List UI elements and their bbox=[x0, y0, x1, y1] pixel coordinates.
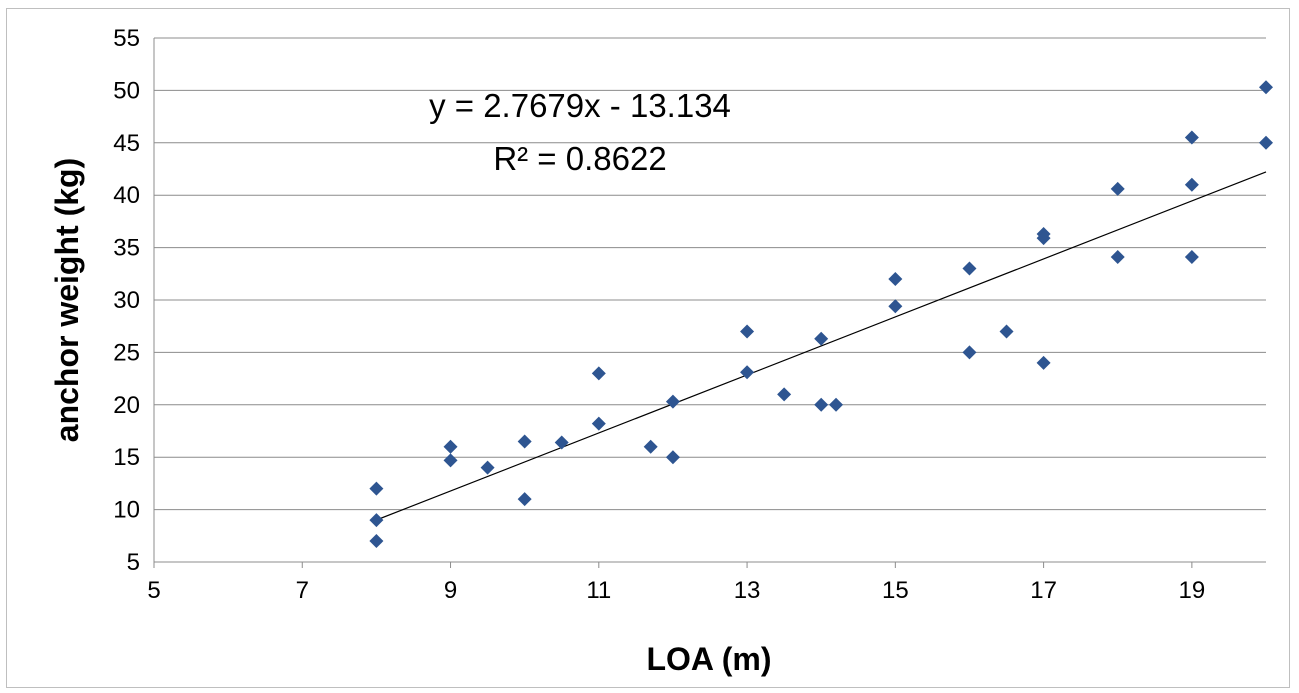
y-tick-label: 25 bbox=[113, 339, 140, 366]
data-point bbox=[740, 365, 755, 380]
data-point bbox=[443, 453, 458, 468]
x-tick-label: 7 bbox=[296, 577, 309, 604]
y-tick-label: 35 bbox=[113, 235, 140, 262]
data-point bbox=[1184, 250, 1199, 265]
data-point bbox=[829, 397, 844, 412]
y-tick-label: 50 bbox=[113, 77, 140, 104]
data-point bbox=[888, 299, 903, 314]
data-point bbox=[1259, 80, 1273, 95]
data-point bbox=[591, 416, 606, 431]
data-point bbox=[665, 450, 680, 465]
y-tick-label: 30 bbox=[113, 287, 140, 314]
trendline bbox=[376, 171, 1267, 521]
x-tick-label: 9 bbox=[444, 577, 457, 604]
trendline-group bbox=[376, 171, 1267, 521]
data-point bbox=[1036, 355, 1051, 370]
y-tick-label: 40 bbox=[113, 182, 140, 209]
data-point bbox=[665, 394, 680, 409]
y-tick-label: 20 bbox=[113, 392, 140, 419]
y-tick-label: 15 bbox=[113, 444, 140, 471]
data-point bbox=[1110, 250, 1125, 265]
data-point bbox=[369, 481, 384, 496]
x-tick-label: 11 bbox=[586, 577, 611, 604]
data-point bbox=[369, 534, 384, 549]
data-point bbox=[1259, 135, 1273, 150]
y-tick-label: 55 bbox=[113, 25, 140, 52]
trendline-equation: y = 2.7679x - 13.134 bbox=[429, 87, 731, 124]
data-point bbox=[591, 366, 606, 381]
data-points bbox=[369, 80, 1273, 549]
axes bbox=[153, 38, 1266, 568]
x-tick-label: 5 bbox=[147, 577, 160, 604]
y-axis-title: anchor weight (kg) bbox=[49, 158, 85, 442]
data-point bbox=[1036, 231, 1051, 246]
data-point bbox=[962, 345, 977, 360]
data-point bbox=[554, 435, 569, 450]
x-axis-title: LOA (m) bbox=[646, 641, 771, 677]
data-point bbox=[962, 261, 977, 276]
x-tick-label: 13 bbox=[734, 577, 761, 604]
data-point bbox=[369, 513, 384, 528]
data-point bbox=[1184, 177, 1199, 192]
y-tick-label: 5 bbox=[127, 549, 140, 576]
data-point bbox=[888, 272, 903, 287]
y-tick-label: 45 bbox=[113, 130, 140, 157]
data-point bbox=[740, 324, 755, 339]
x-tick-label: 19 bbox=[1179, 577, 1206, 604]
data-point bbox=[814, 397, 829, 412]
x-tick-labels: 5 7 9 11 13 15 17 19 bbox=[147, 577, 1205, 604]
chart-frame bbox=[6, 8, 1290, 688]
data-point bbox=[777, 387, 792, 402]
data-point bbox=[999, 324, 1014, 339]
data-point bbox=[443, 439, 458, 454]
data-point bbox=[517, 492, 532, 507]
data-point bbox=[1110, 181, 1125, 196]
data-point bbox=[1184, 130, 1199, 145]
data-point bbox=[517, 434, 532, 449]
r-squared-label: R² = 0.8622 bbox=[493, 140, 666, 177]
data-point bbox=[480, 460, 495, 475]
y-tick-label: 10 bbox=[113, 497, 140, 524]
data-point bbox=[643, 439, 658, 454]
x-tick-label: 15 bbox=[882, 577, 909, 604]
data-point bbox=[814, 331, 829, 346]
y-tick-labels: 5 10 15 20 25 30 35 40 45 50 55 bbox=[113, 25, 140, 576]
gridlines bbox=[154, 37, 1266, 511]
x-tick-label: 17 bbox=[1030, 577, 1057, 604]
